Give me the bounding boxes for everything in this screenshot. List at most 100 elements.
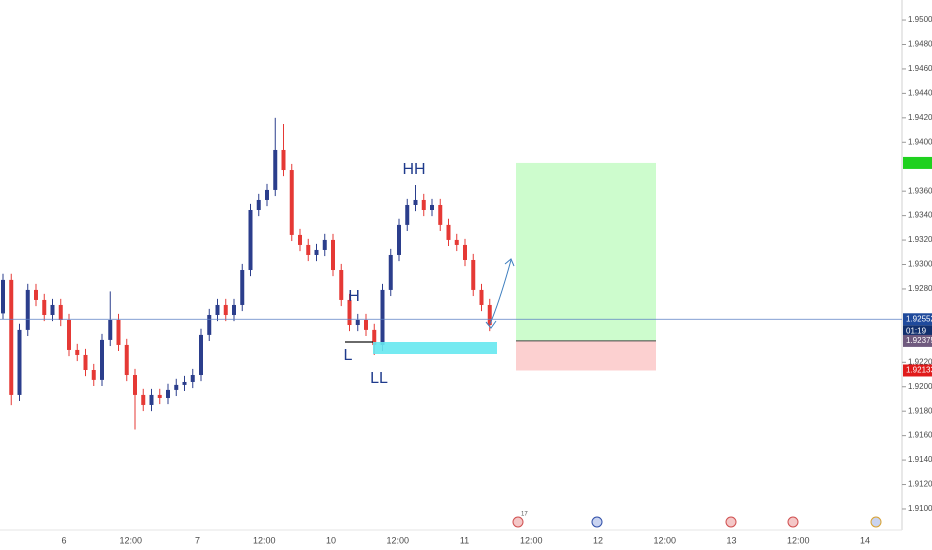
event-count: 17 [521,512,528,518]
x-tick-label: 12:00 [520,535,543,545]
event-icon [725,516,737,528]
candle-body [430,204,434,210]
candle-body [124,344,129,376]
candle-body [215,304,220,315]
candle-body [58,304,63,321]
candle-body [75,349,80,355]
candle-body [207,314,212,335]
candle-body [372,329,377,345]
entry-tag: 1.92375 [906,336,932,345]
x-tick-label: 12:00 [787,535,810,545]
countdown-tag: 01:19 [906,326,927,335]
candle-body [240,270,245,305]
x-tick-label: 11 [460,535,469,545]
candle-body [463,244,467,260]
x-tick-label: 14 [860,535,870,545]
candle-body [108,320,113,340]
candle-body [133,375,137,395]
candle-body [42,299,47,315]
y-tick-label: 1.92200 [908,357,932,366]
y-tick-label: 1.91200 [908,480,932,489]
candle-body [248,209,253,271]
x-tick-label: 12:00 [653,535,676,545]
candle-body [281,149,286,171]
y-tick-label: 1.93400 [908,211,932,220]
x-tick-label: 7 [195,535,200,545]
x-tick-label: 6 [61,535,66,545]
candle-body [1,279,5,314]
candle-body [34,289,38,300]
candle-body [298,234,302,245]
y-tick-label: 1.93200 [908,235,932,244]
event-icon [787,516,799,528]
candle-body [364,320,368,330]
candle-body [265,189,269,200]
y-tick-label: 1.93000 [908,260,932,269]
x-tick-label: 13 [726,535,736,545]
candle-body [91,369,96,380]
candle-body [347,299,352,326]
candle-body [355,320,360,326]
event-icon [591,516,603,528]
countdown-tag-bg [903,325,932,338]
price-axis: 1.91000 1.91200 1.91400 1.91600 1.91800 1.920… [61,15,932,545]
candle-body [405,204,410,225]
candle-body [413,199,418,205]
y-tick-label: 1.91400 [908,455,932,464]
candle-body [174,384,179,390]
candle-body [67,320,71,350]
annotation: L [344,347,353,364]
candle-body [487,304,492,326]
annotation: LL [370,370,388,387]
last-price-tag: 1.92552 [906,314,932,323]
event-icon [870,516,882,528]
candle-body [232,304,236,315]
stop-tag: 1.92133 [906,366,932,375]
y-tick-label: 1.94600 [908,64,932,73]
y-tick-label: 1.94800 [908,40,932,49]
candle-body [446,224,451,240]
y-tick-label: 1.94000 [908,137,932,146]
candles [1,117,492,430]
candle-body [471,259,476,290]
target-zone [516,162,656,341]
events: 17 [512,512,882,528]
candle-body [166,389,170,398]
candle-body [322,239,327,250]
annotation: HH [402,161,425,178]
event-icon [512,516,524,528]
y-tick-label: 1.91800 [908,406,932,415]
candle-body [273,149,278,190]
annotation: H [348,288,360,305]
y-tick-label: 1.93600 [908,186,932,195]
demand-zone [373,342,497,354]
candle-body [116,320,121,345]
candle-body [397,224,401,255]
candle-body [438,204,443,225]
candle-body [50,304,55,315]
y-tick-label: 1.94200 [908,113,932,122]
y-tick-label: 1.91600 [908,431,932,440]
candle-body [479,289,484,305]
target-tag-bg [903,156,932,169]
x-tick-label: 12:00 [253,535,276,545]
candle-body [157,394,162,398]
candle-body [17,329,22,395]
x-tick-label: 12 [593,535,603,545]
candle-body [289,170,294,235]
candle-body [256,199,261,210]
candle-body [100,339,104,380]
y-tick-label: 1.91000 [908,504,932,513]
candle-body [314,249,319,255]
candle-body [83,354,88,370]
candle-body [331,239,335,271]
last-price-tag-bg [903,313,932,326]
candle-body [223,304,228,315]
candle-body [421,199,426,210]
entry-tag-bg [903,334,932,347]
candle-body [149,394,154,405]
candle-body [9,279,14,395]
candle-body [306,244,311,255]
